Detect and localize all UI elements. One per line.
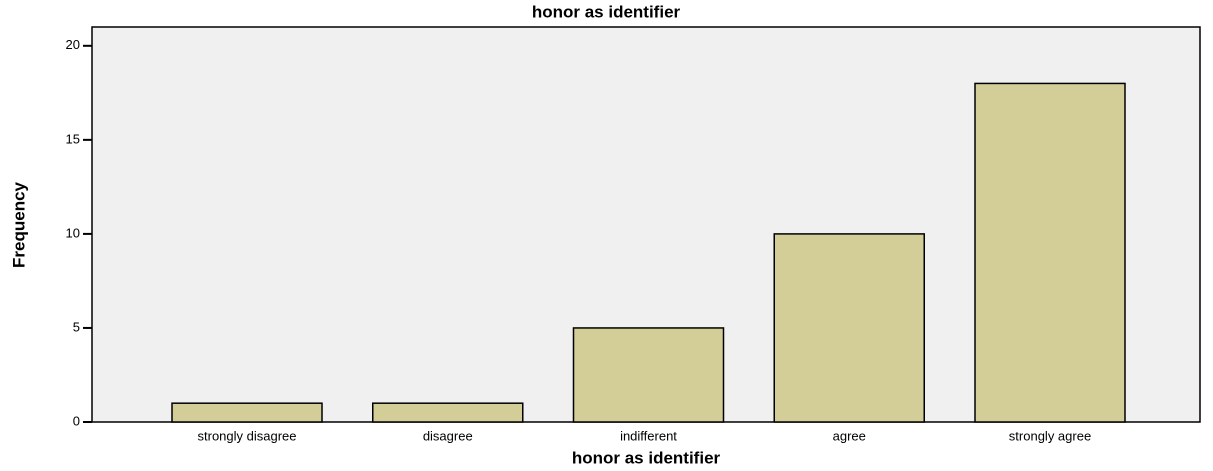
bar bbox=[572, 327, 725, 423]
bar bbox=[171, 402, 323, 423]
bar bbox=[974, 82, 1126, 423]
y-tick-label: 10 bbox=[66, 225, 80, 240]
chart-title: honor as identifier bbox=[532, 2, 681, 21]
x-tick-label: strongly agree bbox=[1009, 428, 1091, 443]
bar bbox=[372, 402, 524, 423]
y-tick-label: 20 bbox=[66, 37, 80, 52]
y-axis-title: Frequency bbox=[9, 181, 28, 268]
x-tick-label: disagree bbox=[423, 428, 473, 443]
y-tick-label: 5 bbox=[73, 319, 80, 334]
x-tick-label: strongly disagree bbox=[198, 428, 297, 443]
x-axis-title: honor as identifier bbox=[572, 448, 721, 467]
x-tick-label: indifferent bbox=[620, 428, 677, 443]
y-tick-label: 0 bbox=[73, 413, 80, 428]
x-tick-label: agree bbox=[833, 428, 866, 443]
bar bbox=[773, 233, 925, 423]
y-tick-label: 15 bbox=[66, 131, 80, 146]
